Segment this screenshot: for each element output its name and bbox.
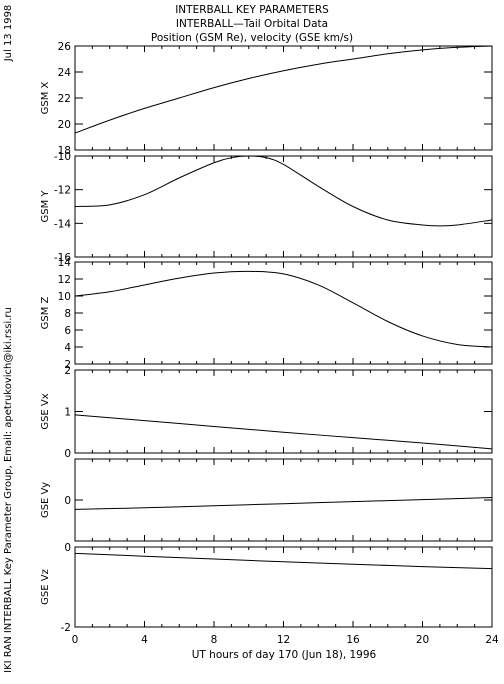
y-tick-label: -16 [54,252,71,264]
panel-2: -16 -14 -12 -10 GSM Y [40,151,493,264]
y-axis-title: GSM Z [40,296,51,329]
y-tick-label: 18 [58,145,71,157]
y-tick-label: 10 [58,291,71,303]
x-tick-label: 16 [346,634,360,646]
y-tick-label: 8 [64,308,71,320]
y-tick-label: 20 [58,119,71,131]
panel-4: 0 1 2 GSE Vx [40,365,493,460]
x-tick-label: 0 [72,634,79,646]
series-line [74,270,493,348]
panel-3: 2 4 6 8 10 12 14 GSM Z [40,257,493,371]
series-line [74,497,493,510]
panel-1: 18 20 22 24 26 GSM X [40,41,493,157]
y-tick-label: 24 [58,67,72,79]
x-axis-title: UT hours of day 170 (Jun 18), 1996 [192,649,377,661]
y-tick-label: 22 [58,93,71,105]
panel-frame [74,261,493,365]
panel-frame [74,369,493,454]
y-tick-label: 6 [64,325,71,337]
y-axis-title: GSE Vx [40,393,51,429]
panel-frame [74,458,493,542]
y-tick-label: 0 [64,448,71,460]
y-axis-title: GSM Y [40,190,51,223]
y-axis-title: GSM X [40,81,51,114]
y-tick-label: 0 [64,542,71,554]
chart-title: INTERBALL KEY PARAMETERS [175,4,329,16]
series-line [74,552,493,570]
chart-subtitle: INTERBALL—Tail Orbital Data [175,18,329,30]
y-tick-label: -10 [54,151,71,163]
date-label: Jul 13 1998 [3,5,14,63]
chart-description: Position (GSM Re), velocity (GSE km/s) [150,32,354,44]
panel-frame [74,45,493,151]
series-line [74,155,493,227]
y-tick-label: 4 [64,342,71,354]
x-tick-label: 4 [141,634,148,646]
y-tick-label: 1 [64,407,71,419]
x-tick-label: 8 [211,634,218,646]
y-tick-label: -14 [54,218,71,230]
y-tick-label: -2 [61,622,71,634]
panel-frame [74,546,493,628]
panel-frame [74,155,493,258]
y-tick-label: 14 [58,257,72,269]
y-tick-label: 26 [58,41,72,53]
y-tick-label: 2 [64,365,71,377]
y-tick-label: 0 [64,495,71,507]
panel-5: 0 GSE Vy [40,458,493,542]
x-tick-label: 12 [277,634,290,646]
series-line [74,414,493,450]
x-tick-label: 24 [485,634,499,646]
x-tick-label: 20 [416,634,429,646]
y-axis-title: GSE Vz [40,569,51,605]
panel-6: -2 0 GSE Vz [40,542,493,634]
credit-label: IKI RAN INTERBALL Key Parameter Group, E… [3,307,14,673]
y-tick-label: -12 [54,185,71,197]
y-axis-title: GSE Vy [40,482,51,518]
y-tick-label: 2 [64,359,71,371]
y-tick-label: 12 [58,274,71,286]
series-line [74,45,493,134]
